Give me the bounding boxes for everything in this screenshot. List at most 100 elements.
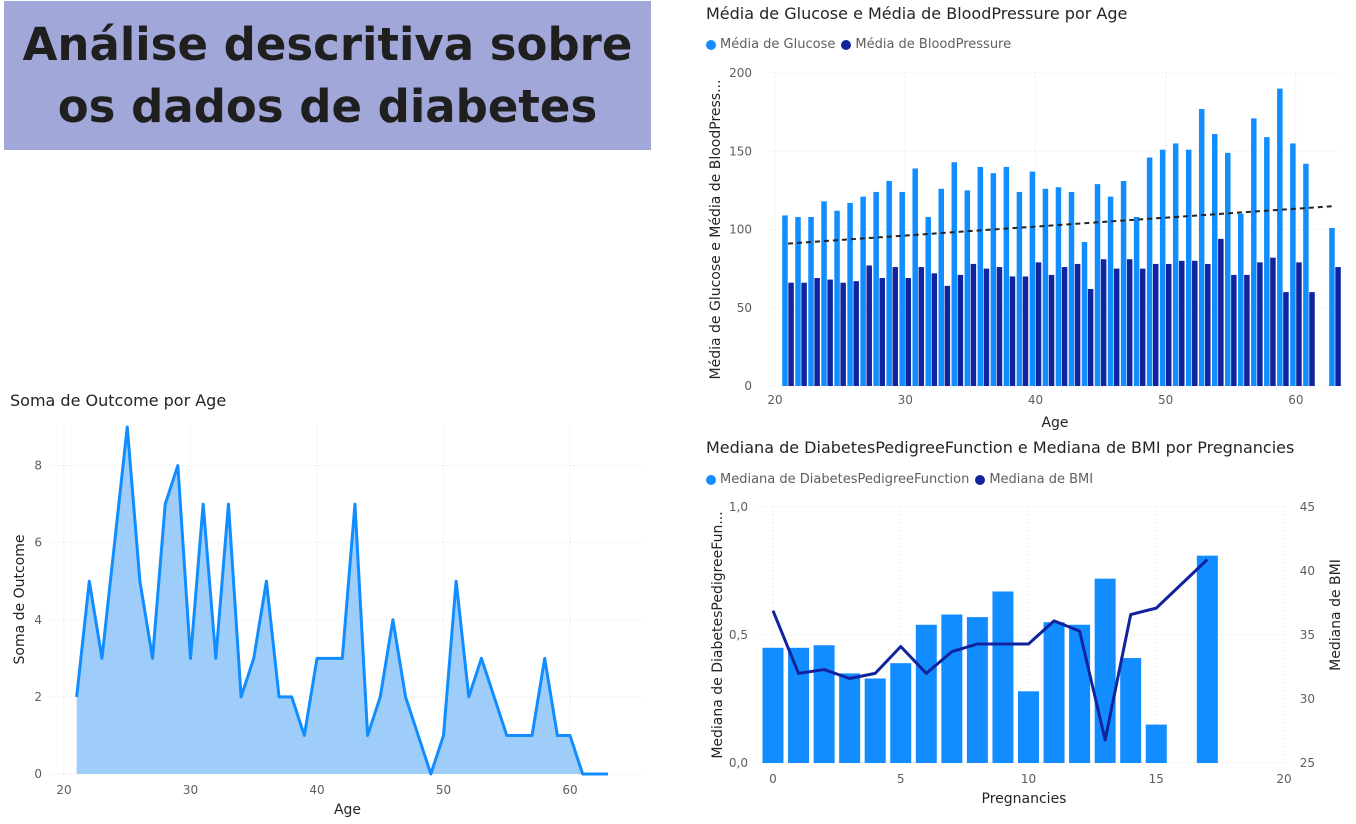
bar-bloodpressure bbox=[1126, 259, 1133, 386]
bar-glucose bbox=[860, 196, 866, 386]
bar-bloodpressure bbox=[1074, 263, 1081, 386]
bar-dpf bbox=[813, 645, 835, 763]
bar-bloodpressure bbox=[1022, 276, 1029, 386]
chart-legend: Mediana de DiabetesPedigreeFunction Medi… bbox=[706, 472, 1099, 487]
bar-bloodpressure bbox=[1205, 263, 1211, 386]
y-tick-label: 0,5 bbox=[729, 628, 748, 642]
bar-bloodpressure bbox=[996, 267, 1003, 386]
bar-glucose bbox=[1016, 191, 1023, 386]
x-axis-title: Pregnancies bbox=[982, 791, 1067, 807]
x-tick-label: 20 bbox=[1276, 772, 1291, 786]
chart-title: Soma de Outcome por Age bbox=[10, 391, 227, 410]
bar-bloodpressure bbox=[1231, 274, 1237, 386]
bar-dpf bbox=[966, 617, 988, 763]
bar-bloodpressure bbox=[1061, 267, 1068, 386]
bar-glucose bbox=[782, 215, 788, 386]
bar-dpf bbox=[1196, 555, 1218, 763]
bar-glucose bbox=[1081, 242, 1088, 386]
bar-glucose bbox=[834, 210, 840, 386]
outcome-area-plot: 0 2 4 6 8 20 30 40 50 60 Age Soma de Outcome bbox=[12, 425, 645, 818]
bar-dpf bbox=[839, 673, 861, 763]
legend-dot-icon bbox=[975, 474, 986, 485]
bar-bloodpressure bbox=[1100, 259, 1107, 386]
x-tick-label: 30 bbox=[183, 783, 198, 797]
x-tick-label: 0 bbox=[769, 772, 777, 786]
bar-glucose bbox=[821, 201, 827, 386]
bar-bloodpressure bbox=[827, 279, 833, 386]
y-right-tick-label: 30 bbox=[1300, 692, 1315, 706]
y-tick-label: 0 bbox=[744, 379, 752, 393]
glucose-bp-chart[interactable]: Média de Glucose e Média de BloodPressur… bbox=[700, 0, 1356, 432]
bar-bloodpressure bbox=[1218, 238, 1224, 386]
glucose-bp-plot: 0 50 100 150 200 20 30 40 50 60 Age Média de Glucos… bbox=[708, 66, 1341, 431]
y-right-tick-label: 25 bbox=[1300, 756, 1315, 770]
bar-bloodpressure bbox=[814, 278, 820, 386]
bar-glucose bbox=[899, 191, 905, 386]
bar-glucose bbox=[1029, 171, 1036, 386]
bar-bloodpressure bbox=[1283, 292, 1289, 386]
y-tick-label: 8 bbox=[34, 459, 42, 473]
bar-glucose bbox=[808, 216, 814, 386]
bar-glucose bbox=[951, 162, 958, 386]
bar-glucose bbox=[1251, 118, 1257, 386]
bar-bloodpressure bbox=[1335, 267, 1341, 386]
legend-item-bloodpressure[interactable]: Média de BloodPressure bbox=[841, 37, 1011, 52]
bar-bloodpressure bbox=[944, 285, 951, 386]
bar-glucose bbox=[886, 180, 892, 386]
x-tick-label: 20 bbox=[56, 783, 71, 797]
bar-glucose bbox=[1133, 216, 1140, 386]
bar-glucose bbox=[964, 190, 971, 386]
y-tick-label: 4 bbox=[34, 613, 42, 627]
bar-glucose bbox=[1290, 143, 1296, 386]
y-tick-label: 50 bbox=[737, 301, 752, 315]
bar-dpf bbox=[915, 624, 937, 763]
bar-dpf bbox=[1043, 622, 1065, 763]
bar-bloodpressure bbox=[1192, 260, 1198, 386]
legend-dot-icon bbox=[706, 474, 716, 485]
y-right-tick-label: 35 bbox=[1300, 628, 1315, 642]
bar-dpf bbox=[1120, 658, 1142, 763]
x-tick-label: 60 bbox=[562, 783, 577, 797]
legend-item-glucose[interactable]: Média de Glucose bbox=[706, 37, 835, 52]
bar-glucose bbox=[1042, 188, 1049, 386]
bar-dpf bbox=[864, 678, 886, 763]
bar-bloodpressure bbox=[840, 282, 846, 386]
dpf-bmi-chart[interactable]: Mediana de DiabetesPedigreeFunction e Me… bbox=[700, 432, 1356, 824]
bar-glucose bbox=[1264, 137, 1270, 386]
bar-dpf bbox=[762, 647, 784, 763]
y-tick-label: 0,0 bbox=[729, 756, 748, 770]
x-axis-title: Age bbox=[334, 802, 361, 818]
bar-glucose bbox=[912, 168, 918, 386]
bar-bloodpressure bbox=[970, 263, 977, 386]
bar-bloodpressure bbox=[1048, 274, 1055, 386]
bar-glucose bbox=[1120, 180, 1127, 386]
bar-glucose bbox=[1159, 149, 1166, 386]
y-tick-label: 6 bbox=[34, 536, 42, 550]
x-tick-label: 50 bbox=[1158, 393, 1173, 407]
legend-item-bmi[interactable]: Mediana de BMI bbox=[975, 472, 1093, 487]
bar-glucose bbox=[1329, 227, 1335, 386]
trend-line bbox=[787, 205, 1336, 245]
x-axis-title: Age bbox=[1041, 415, 1068, 431]
chart-title: Média de Glucose e Média de BloodPressur… bbox=[706, 4, 1128, 23]
y-right-tick-label: 40 bbox=[1300, 564, 1315, 578]
bar-bloodpressure bbox=[892, 267, 899, 386]
bar-glucose bbox=[1198, 108, 1205, 387]
bar-glucose bbox=[847, 202, 853, 386]
x-tick-label: 10 bbox=[1021, 772, 1036, 786]
bar-bloodpressure bbox=[957, 274, 964, 386]
y-axis-title: Soma de Outcome bbox=[12, 535, 28, 665]
bar-glucose bbox=[1211, 134, 1218, 386]
bar-bloodpressure bbox=[1113, 268, 1120, 386]
bar-bloodpressure bbox=[905, 278, 912, 386]
x-tick-label: 60 bbox=[1288, 393, 1303, 407]
bar-bloodpressure bbox=[1152, 263, 1159, 386]
y-tick-label: 2 bbox=[34, 690, 42, 704]
legend-item-dpf[interactable]: Mediana de DiabetesPedigreeFunction bbox=[706, 472, 969, 487]
bar-glucose bbox=[990, 173, 997, 386]
bar-bloodpressure bbox=[1296, 262, 1302, 386]
bar-bloodpressure bbox=[879, 278, 885, 386]
x-tick-label: 40 bbox=[309, 783, 324, 797]
y-tick-label: 0 bbox=[34, 767, 42, 781]
outcome-area-chart[interactable]: Soma de Outcome por Age 0 2 4 6 8 20 30 40 50 60 A… bbox=[0, 385, 660, 824]
